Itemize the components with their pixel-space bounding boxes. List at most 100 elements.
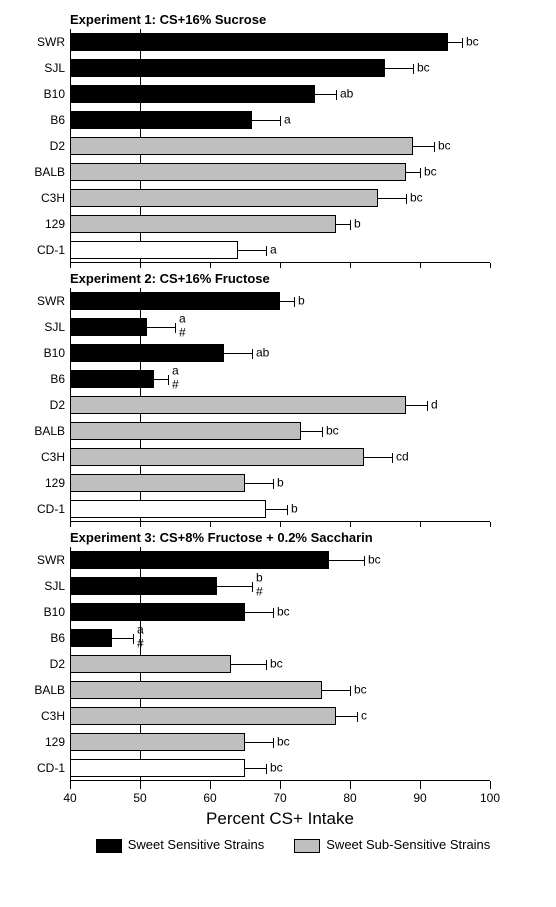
- bar: [70, 551, 329, 569]
- bar-row: b #: [70, 577, 217, 595]
- category-label: B6: [10, 113, 65, 127]
- category-label: BALB: [10, 165, 65, 179]
- significance-label: ab: [340, 86, 353, 100]
- error-bar: [378, 198, 406, 199]
- bar: [70, 603, 245, 621]
- legend-item: Sweet Sub-Sensitive Strains: [294, 837, 490, 853]
- error-bar: [322, 690, 350, 691]
- error-bar: [448, 42, 462, 43]
- category-label: CD-1: [10, 761, 65, 775]
- bar: [70, 370, 154, 388]
- error-bar: [336, 716, 357, 717]
- error-bar: [112, 638, 133, 639]
- panel-title: Experiment 2: CS+16% Fructose: [70, 271, 546, 286]
- bar: [70, 759, 245, 777]
- error-bar: [406, 405, 427, 406]
- category-label: B10: [10, 605, 65, 619]
- significance-label: bc: [410, 190, 423, 204]
- bar: [70, 215, 336, 233]
- x-tick-label: 90: [413, 791, 426, 805]
- error-bar: [280, 301, 294, 302]
- significance-label: bc: [270, 760, 283, 774]
- bar-row: bc: [70, 655, 231, 673]
- panel-title: Experiment 3: CS+8% Fructose + 0.2% Sacc…: [70, 530, 546, 545]
- y-axis-labels: SWRSJLB10B6D2BALBC3H129CD-1: [10, 288, 65, 522]
- error-bar: [413, 146, 434, 147]
- bar: [70, 241, 238, 259]
- bar: [70, 396, 406, 414]
- category-label: D2: [10, 139, 65, 153]
- significance-label: cd: [396, 449, 409, 463]
- bar-row: a: [70, 111, 252, 129]
- x-tick-mark: [70, 522, 71, 527]
- significance-label: bc: [466, 34, 479, 48]
- bar: [70, 318, 147, 336]
- x-tick-mark: [70, 263, 71, 268]
- bar: [70, 33, 448, 51]
- x-tick-mark: [280, 784, 281, 789]
- bar: [70, 85, 315, 103]
- bar: [70, 422, 301, 440]
- error-bar: [154, 379, 168, 380]
- x-axis-ticks: 405060708090100: [70, 789, 490, 807]
- significance-label: b #: [256, 571, 263, 599]
- significance-label: b: [291, 501, 298, 515]
- bar: [70, 681, 322, 699]
- error-bar: [385, 68, 413, 69]
- x-tick-mark: [350, 784, 351, 789]
- bar: [70, 59, 385, 77]
- bar-row: bc: [70, 163, 406, 181]
- x-tick-label: 80: [343, 791, 356, 805]
- category-label: 129: [10, 735, 65, 749]
- bar-row: bc: [70, 59, 385, 77]
- category-label: SJL: [10, 320, 65, 334]
- error-bar: [245, 612, 273, 613]
- category-label: D2: [10, 657, 65, 671]
- error-bar: [245, 768, 266, 769]
- error-bar: [364, 457, 392, 458]
- x-tick-label: 50: [133, 791, 146, 805]
- category-label: SJL: [10, 61, 65, 75]
- bar: [70, 292, 280, 310]
- bar: [70, 137, 413, 155]
- x-tick-mark: [140, 784, 141, 789]
- error-bar: [238, 250, 266, 251]
- category-label: SWR: [10, 553, 65, 567]
- chart: SWRSJLB10B6D2BALBC3H129CD-1ba #aba #dbcc…: [70, 288, 490, 522]
- legend-label: Sweet Sensitive Strains: [128, 837, 265, 852]
- x-tick-mark: [490, 784, 491, 789]
- significance-label: b: [298, 293, 305, 307]
- category-label: SWR: [10, 294, 65, 308]
- category-label: C3H: [10, 709, 65, 723]
- bar-row: bc: [70, 681, 322, 699]
- bar-row: ab: [70, 85, 315, 103]
- significance-label: a #: [179, 312, 186, 340]
- x-tick-mark: [280, 263, 281, 268]
- error-bar: [336, 224, 350, 225]
- bar-row: a #: [70, 370, 154, 388]
- x-tick-mark: [420, 522, 421, 527]
- bar-row: bc: [70, 33, 448, 51]
- panel-title: Experiment 1: CS+16% Sucrose: [70, 12, 546, 27]
- x-tick-mark: [350, 263, 351, 268]
- chart: SWRSJLB10B6D2BALBC3H129CD-1bcbcababcbcbc…: [70, 29, 490, 263]
- legend: Sweet Sensitive Strains Sweet Sub-Sensiti…: [40, 837, 546, 853]
- bar: [70, 189, 378, 207]
- error-bar: [315, 94, 336, 95]
- bar-row: b: [70, 292, 280, 310]
- bar-row: bc: [70, 759, 245, 777]
- bar-row: a: [70, 241, 238, 259]
- x-tick-mark: [70, 784, 71, 789]
- significance-label: c: [361, 708, 367, 722]
- bar-row: a #: [70, 318, 147, 336]
- x-tick-mark: [140, 263, 141, 268]
- bar-row: bc: [70, 137, 413, 155]
- category-label: CD-1: [10, 502, 65, 516]
- bar-row: b: [70, 500, 266, 518]
- category-label: C3H: [10, 450, 65, 464]
- bar-row: bc: [70, 603, 245, 621]
- error-bar: [147, 327, 175, 328]
- significance-label: bc: [368, 552, 381, 566]
- bar: [70, 111, 252, 129]
- bar-row: bc: [70, 189, 378, 207]
